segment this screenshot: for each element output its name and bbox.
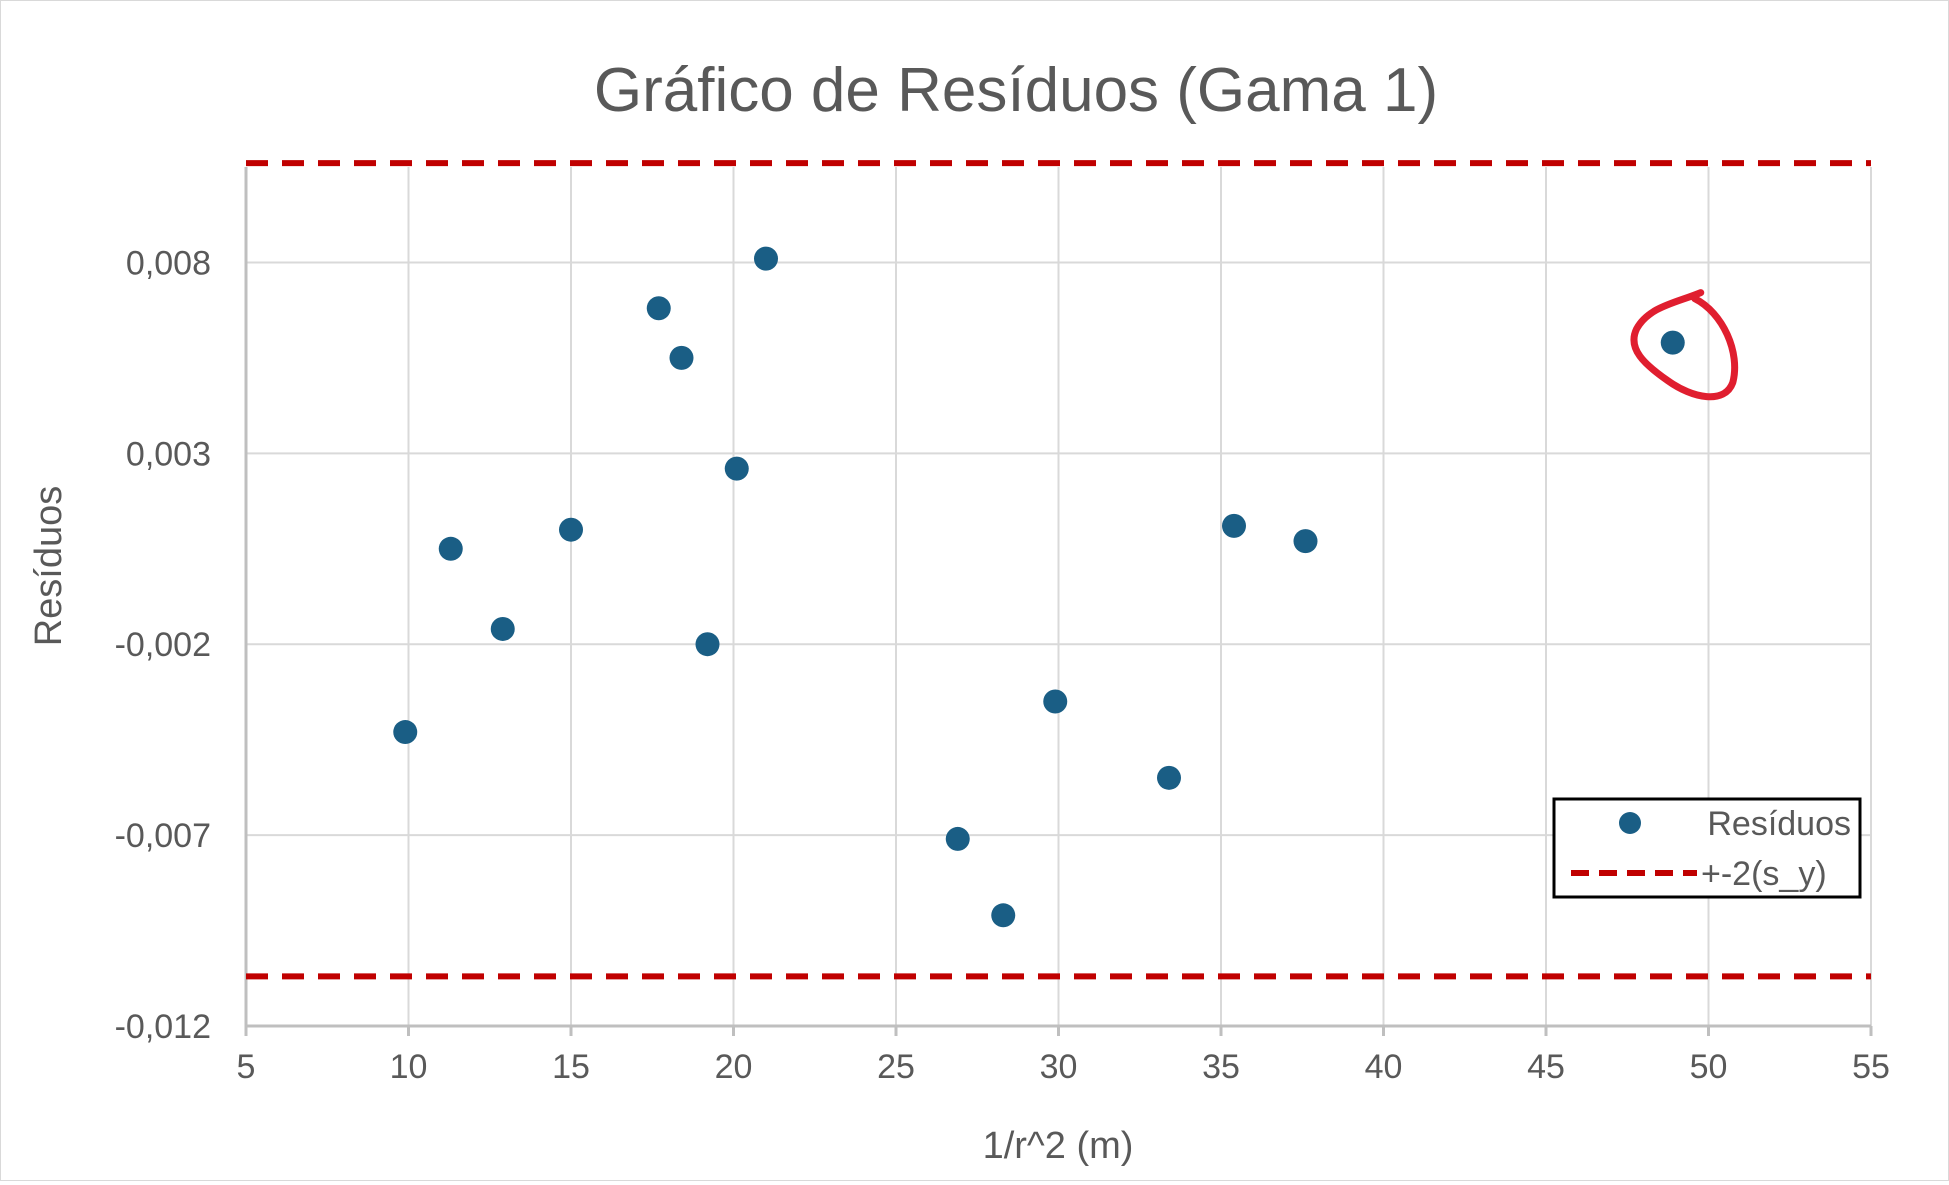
data-point (1293, 529, 1318, 554)
x-tick-label: 10 (390, 1048, 428, 1086)
y-tick-label: 0,008 (126, 244, 211, 282)
legend-marker-residuos (1619, 812, 1641, 834)
data-point (646, 296, 671, 321)
data-point (559, 517, 583, 542)
axes (244, 167, 1873, 1036)
data-points (393, 246, 1685, 928)
x-tick-label: 15 (552, 1048, 590, 1086)
y-tick-label: -0,012 (115, 1008, 211, 1046)
legend: Resíduos +-2(s_y) (1552, 797, 1862, 899)
data-point (1157, 765, 1181, 790)
x-tick-label: 55 (1852, 1048, 1890, 1086)
data-point (1660, 330, 1685, 355)
data-point (695, 632, 720, 657)
legend-box (1552, 797, 1862, 899)
hand-drawn-annotation-circle (1630, 289, 1739, 401)
x-tick-label: 50 (1690, 1048, 1728, 1086)
data-point (1043, 689, 1068, 714)
legend-label-residuos: Resíduos (1707, 805, 1851, 843)
x-tick-labels: 5 10 15 20 25 30 35 40 45 50 55 (237, 1048, 1890, 1086)
x-tick-label: 35 (1202, 1048, 1240, 1086)
x-tick-label: 40 (1365, 1048, 1403, 1086)
y-axis-title: Resíduos (28, 486, 70, 647)
legend-label-ref-line: +-2(s_y) (1701, 855, 1827, 893)
data-point (754, 246, 778, 271)
data-point (724, 456, 749, 481)
data-point (438, 536, 463, 561)
data-point (945, 826, 970, 851)
data-point (1222, 513, 1246, 538)
x-tick-label: 20 (715, 1048, 753, 1086)
y-tick-label: -0,007 (115, 817, 211, 855)
data-point (490, 616, 515, 641)
reference-lines (246, 160, 1871, 980)
y-tick-label: -0,002 (115, 626, 211, 664)
x-axis-title: 1/r^2 (m) (983, 1125, 1134, 1167)
x-tick-label: 45 (1527, 1048, 1565, 1086)
x-tick-label: 25 (877, 1048, 915, 1086)
y-tick-labels: -0,012 -0,007 -0,002 0,003 0,008 (115, 244, 211, 1046)
x-tick-label: 5 (237, 1048, 256, 1086)
data-point (393, 720, 418, 745)
data-point (991, 903, 1016, 928)
x-tick-label: 30 (1040, 1048, 1078, 1086)
chart-title: Gráfico de Resíduos (Gama 1) (594, 56, 1438, 125)
data-point (669, 345, 694, 370)
y-tick-label: 0,003 (126, 435, 211, 473)
